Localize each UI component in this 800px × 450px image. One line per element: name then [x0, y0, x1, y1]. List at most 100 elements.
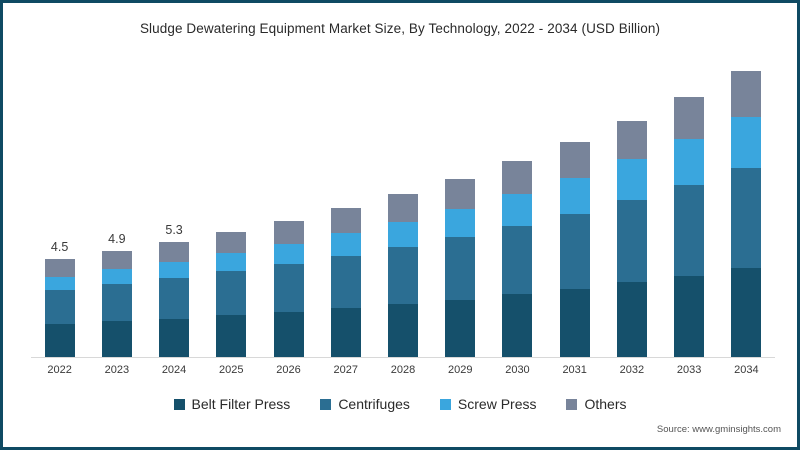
bar-segment[interactable] [445, 208, 476, 238]
x-axis-tick-labels: 2022 2023 2024 2025 2026 2027 2028 2029 2030 2031… [31, 364, 775, 384]
bar-value-label: 5.3 [165, 223, 183, 238]
legend-item[interactable]: Screw Press [439, 396, 537, 412]
bar-segment[interactable] [388, 247, 418, 305]
x-tick-label: 2026 [276, 364, 301, 376]
bar-segment[interactable] [159, 262, 190, 279]
chart-legend: Belt Filter Press Centrifuges Screw Press O… [3, 396, 797, 412]
x-tick-label: 2023 [104, 364, 130, 376]
bar-segment[interactable] [101, 269, 132, 284]
x-tick-label: 2024 [161, 364, 187, 376]
x-tick-label: 2027 [333, 364, 358, 376]
bar-segment[interactable] [731, 168, 762, 269]
x-tick-label: 2022 [47, 364, 72, 376]
legend-swatch-icon [439, 398, 451, 410]
legend-label: Screw Press [457, 396, 537, 412]
legend-swatch-icon [173, 398, 185, 410]
bar-segment[interactable] [330, 208, 361, 234]
chart-title: Sludge Dewatering Equipment Market Size,… [139, 21, 661, 36]
plot-area: 4.5 4.9 5.3 [31, 49, 775, 357]
bar-segment[interactable] [44, 289, 75, 324]
bar-segment[interactable] [44, 276, 75, 290]
stacked-bar[interactable] [216, 231, 247, 357]
bar-segment[interactable] [216, 315, 247, 357]
bar-value-label: 4.5 [50, 240, 69, 255]
legend-label: Belt Filter Press [191, 396, 291, 412]
bar-segment[interactable] [273, 220, 304, 245]
bar-segment[interactable] [216, 231, 247, 254]
stacked-bar[interactable] [445, 178, 476, 357]
bar-segment[interactable] [44, 259, 75, 277]
bar-segment[interactable] [731, 70, 762, 117]
bar-segment[interactable] [388, 304, 418, 357]
bar-segment[interactable] [502, 225, 533, 295]
bar-segment[interactable] [616, 282, 647, 357]
bar-segment[interactable] [273, 264, 304, 313]
stacked-bar[interactable] [674, 97, 705, 357]
bar-segment[interactable] [731, 268, 762, 357]
bar-segment[interactable] [616, 199, 647, 283]
bar-segment[interactable] [616, 159, 647, 200]
bar-segment[interactable] [674, 97, 705, 140]
bar-segment[interactable] [445, 299, 476, 357]
bar-segment[interactable] [216, 271, 247, 316]
bar-segment[interactable] [216, 253, 247, 272]
stacked-bar[interactable] [731, 70, 762, 357]
bar-segment[interactable] [44, 323, 75, 357]
bar-segment[interactable] [559, 177, 590, 214]
stacked-bar[interactable] [388, 194, 418, 357]
bar-segment[interactable] [101, 321, 132, 357]
x-tick-label: 2032 [619, 364, 645, 376]
stacked-bar[interactable] [44, 259, 75, 357]
legend-item[interactable]: Others [566, 396, 627, 412]
legend-label: Others [584, 396, 627, 412]
bar-segment[interactable] [616, 120, 647, 160]
bar-segment[interactable] [101, 250, 132, 270]
stacked-bar[interactable] [273, 220, 304, 357]
bar-segment[interactable] [330, 233, 361, 256]
x-tick-label: 2025 [219, 364, 244, 376]
x-tick-label: 2030 [505, 364, 530, 376]
bar-segment[interactable] [159, 318, 190, 357]
bar-segment[interactable] [273, 244, 304, 265]
bar-segment[interactable] [330, 255, 361, 309]
x-tick-label: 2034 [734, 364, 759, 376]
x-tick-label: 2029 [447, 364, 473, 376]
bar-segment[interactable] [445, 237, 476, 300]
bar-segment[interactable] [502, 161, 533, 194]
stacked-bar[interactable] [502, 161, 533, 357]
bar-segment[interactable] [502, 294, 533, 357]
legend-swatch-icon [566, 398, 578, 410]
x-tick-label: 2033 [676, 364, 702, 376]
bar-segment[interactable] [101, 283, 132, 322]
bar-segment[interactable] [330, 308, 361, 357]
stacked-bar[interactable] [559, 142, 590, 357]
bar-segment[interactable] [674, 275, 705, 357]
bar-segment[interactable] [388, 221, 418, 248]
legend-item[interactable]: Centrifuges [320, 396, 410, 412]
bar-segment[interactable] [674, 185, 705, 276]
bar-segment[interactable] [559, 213, 590, 289]
bar-segment[interactable] [273, 312, 304, 357]
stacked-bar[interactable] [616, 120, 647, 357]
bar-segment[interactable] [674, 139, 705, 186]
bar-value-label: 4.9 [108, 231, 126, 246]
bar-segment[interactable] [559, 288, 590, 357]
bar-segment[interactable] [159, 242, 190, 263]
bar-segment[interactable] [731, 116, 762, 169]
legend-item[interactable]: Belt Filter Press [173, 396, 291, 412]
x-tick-label: 2028 [390, 364, 416, 376]
legend-label: Centrifuges [338, 396, 410, 412]
bar-segment[interactable] [388, 194, 418, 222]
legend-swatch-icon [320, 398, 332, 410]
stacked-bar[interactable] [159, 242, 190, 357]
bar-segment[interactable] [559, 142, 590, 178]
bar-segment[interactable] [502, 193, 533, 226]
bar-segment[interactable] [445, 178, 476, 209]
stacked-bar[interactable] [101, 250, 132, 357]
stacked-bar[interactable] [330, 208, 361, 357]
x-axis-line [31, 357, 775, 358]
source-note: Source: www.gminsights.com [656, 424, 781, 435]
bar-segment[interactable] [159, 278, 190, 319]
x-tick-label: 2031 [562, 364, 587, 376]
